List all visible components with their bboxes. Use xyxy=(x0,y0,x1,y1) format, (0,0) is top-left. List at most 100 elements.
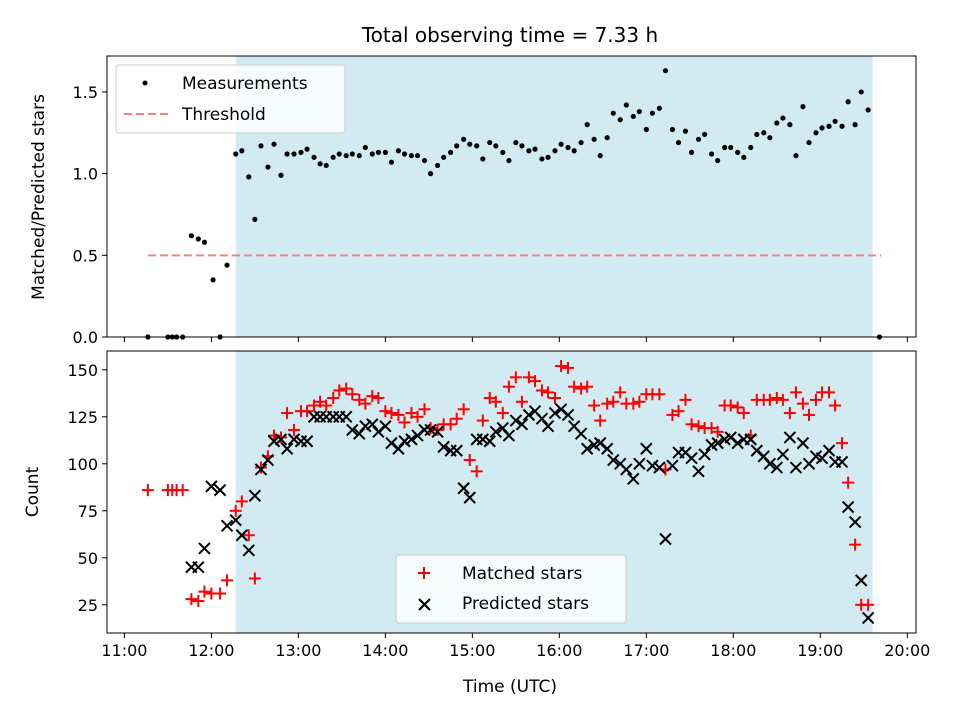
predicted-star-point xyxy=(489,425,503,439)
top-panel: 0.0 0.5 1.0 1.5 Total observing time = 7.33… xyxy=(29,23,917,347)
predicted-star-point xyxy=(835,455,849,469)
legend-measurements-label: Measurements xyxy=(182,74,308,94)
measurement-point xyxy=(343,153,349,159)
measurement-point xyxy=(761,130,767,136)
predicted-star-point xyxy=(205,480,218,493)
bottom-y-ticks: 25 50 75 100 125 150 xyxy=(67,361,107,615)
measurement-point xyxy=(188,233,194,239)
measurement-point xyxy=(349,151,355,157)
matched-star-point xyxy=(340,382,353,395)
matched-star-point xyxy=(731,401,744,414)
matched-star-point xyxy=(705,422,718,435)
y-tick-label: 150 xyxy=(67,361,98,380)
measurement-point xyxy=(382,149,388,155)
matched-star-point xyxy=(522,371,535,384)
measurement-point xyxy=(323,162,329,169)
top-y-axis-label: Matched/Predicted stars xyxy=(29,94,49,300)
predicted-star-point xyxy=(692,465,705,478)
matched-star-point xyxy=(353,393,366,406)
measurement-point xyxy=(291,151,297,157)
predicted-star-point xyxy=(541,419,555,433)
y-tick-label: 75 xyxy=(78,502,98,521)
predicted-star-point xyxy=(731,436,744,450)
matched-star-point xyxy=(601,397,614,410)
measurement-point xyxy=(298,149,304,155)
measurement-point xyxy=(774,120,780,126)
measurement-point xyxy=(408,153,415,159)
measurement-point xyxy=(474,143,480,149)
measurement-point xyxy=(630,113,636,120)
measurement-point xyxy=(356,153,362,159)
predicted-star-point xyxy=(789,461,803,474)
x-tick-label: 17:00 xyxy=(623,641,669,660)
measurement-point xyxy=(800,104,806,110)
matched-star-point xyxy=(562,361,575,374)
matched-star-point xyxy=(235,495,248,508)
matched-star-point xyxy=(301,405,314,418)
matched-star-point xyxy=(842,476,855,489)
measurement-point xyxy=(806,139,812,146)
matched-star-point xyxy=(581,380,594,393)
predicted-star-point xyxy=(822,444,836,457)
matched-star-point xyxy=(776,393,789,406)
legend-matched-marker xyxy=(418,567,430,579)
matched-star-point xyxy=(489,395,502,408)
measurement-point xyxy=(565,144,571,151)
top-plot-frame xyxy=(106,55,917,338)
matched-star-point xyxy=(509,371,522,384)
measurement-point xyxy=(330,154,336,160)
matched-star-point xyxy=(528,375,541,388)
measurement-point xyxy=(487,139,493,146)
measurement-point xyxy=(865,107,871,113)
matched-star-point xyxy=(398,416,411,429)
measurement-point xyxy=(395,148,402,154)
predicted-star-point xyxy=(633,457,646,471)
matched-star-point xyxy=(692,420,705,433)
matched-star-point xyxy=(836,437,849,450)
chart-title: Total observing time = 7.33 h xyxy=(361,23,658,47)
predicted-star-point xyxy=(457,482,470,495)
matched-star-point xyxy=(568,380,581,393)
predicted-star-point xyxy=(770,461,784,474)
x-tick-label: 14:00 xyxy=(362,641,408,660)
matched-star-point xyxy=(548,392,561,404)
predicted-star-point xyxy=(379,419,392,433)
predicted-star-point xyxy=(515,418,529,431)
matched-star-point xyxy=(288,423,301,436)
matched-star-point xyxy=(405,407,418,420)
y-tick-label: 0.0 xyxy=(73,328,98,347)
predicted-star-point xyxy=(854,574,868,587)
measurement-point xyxy=(434,162,441,169)
measurement-point xyxy=(656,105,662,111)
matched-star-point xyxy=(379,405,392,418)
measurement-point xyxy=(480,156,486,162)
matched-star-point xyxy=(359,397,372,410)
predicted-star-point xyxy=(213,483,227,497)
measurement-point xyxy=(388,159,395,165)
measurement-point xyxy=(369,151,375,157)
bottom-x-ticks: 11:00 12:00 13:00 14:00 15:00 16:00 17:00 18:00… xyxy=(101,633,930,660)
predicted-star-point xyxy=(353,427,366,440)
top-x-ticks xyxy=(123,337,908,342)
matched-star-point xyxy=(333,384,346,397)
matched-star-point xyxy=(314,395,327,408)
matched-star-point xyxy=(724,399,737,412)
predicted-star-point xyxy=(646,459,659,472)
matched-star-point xyxy=(372,392,385,404)
matched-star-point xyxy=(849,538,862,551)
matched-star-point xyxy=(281,407,294,420)
matched-star-point xyxy=(470,465,483,478)
measurement-point xyxy=(224,262,230,268)
measurement-point xyxy=(195,236,201,242)
x-tick-label: 15:00 xyxy=(449,641,495,660)
matched-star-point xyxy=(823,386,836,399)
measurement-point xyxy=(454,143,460,149)
x-tick-label: 13:00 xyxy=(275,641,321,660)
measurement-point xyxy=(304,146,310,152)
predicted-star-point xyxy=(776,448,790,461)
predicted-star-point xyxy=(600,442,614,455)
predicted-star-point xyxy=(659,532,672,546)
predicted-star-point xyxy=(220,519,234,533)
matched-star-point xyxy=(685,418,698,431)
x-tick-label: 20:00 xyxy=(884,641,930,660)
